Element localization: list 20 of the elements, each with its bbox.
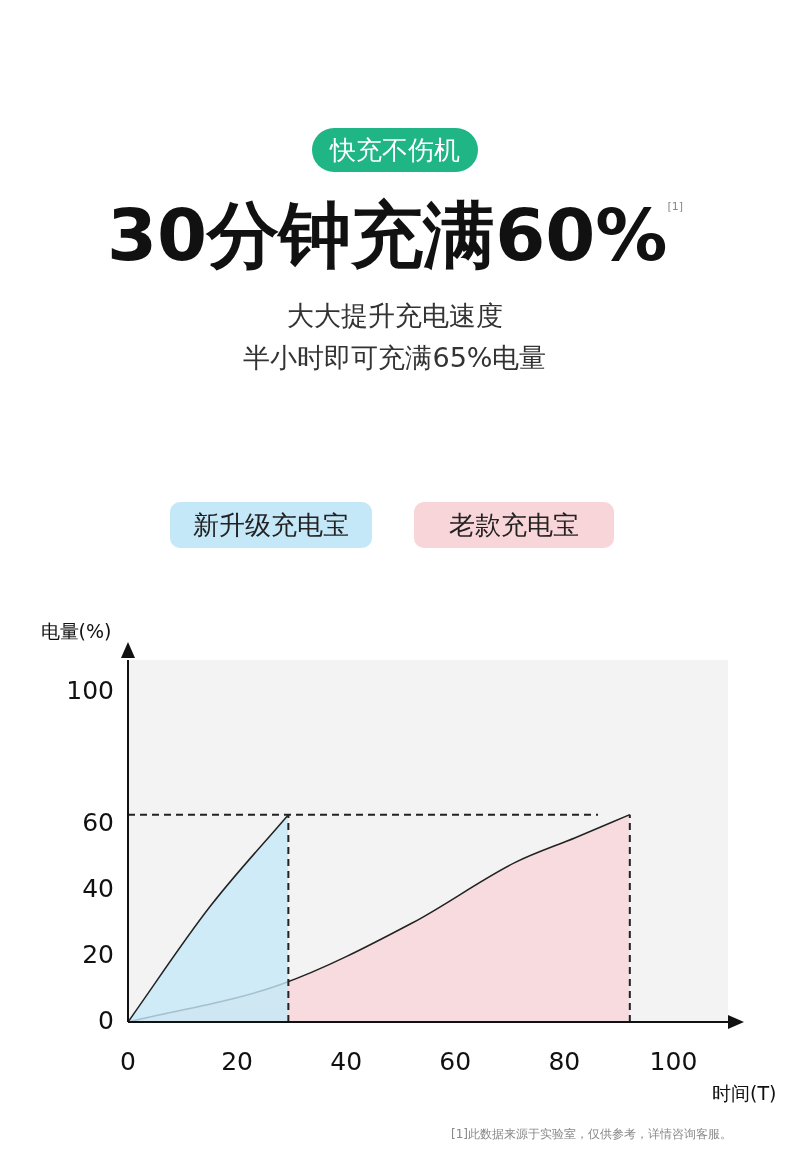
y-tick-label: 20 xyxy=(82,939,114,969)
y-tick-label: 0 xyxy=(98,1005,114,1035)
text: 半小时即可充满65%电量 xyxy=(242,341,548,375)
chart-subtitle: 快充不伤机 xyxy=(312,128,478,172)
text: [1]此数据来源于实验室，仅供参考，详情咨询客服。 xyxy=(451,1126,732,1143)
x-tick-label: 80 xyxy=(548,1046,581,1076)
text: 新升级充电宝 xyxy=(170,502,372,548)
x-tick-label: 100 xyxy=(649,1046,698,1076)
text: 老款充电宝 xyxy=(414,502,614,548)
y-tick-label: 40 xyxy=(82,873,114,903)
x-tick-label: 20 xyxy=(221,1046,253,1076)
x-axis-title: 时间(T) xyxy=(712,1082,777,1104)
x-tick-label: 60 xyxy=(439,1046,472,1076)
x-tick-label: 40 xyxy=(330,1046,363,1076)
y-tick-label: 100 xyxy=(66,676,114,706)
x-tick-label: 0 xyxy=(120,1046,136,1076)
chart-title: 30分钟充满60%$^{[1]}$ xyxy=(105,192,685,279)
y-tick-label: 60 xyxy=(82,808,114,838)
y-axis-title: 电量(%) xyxy=(40,620,112,642)
text: 大大提升充电速度 xyxy=(286,299,504,333)
